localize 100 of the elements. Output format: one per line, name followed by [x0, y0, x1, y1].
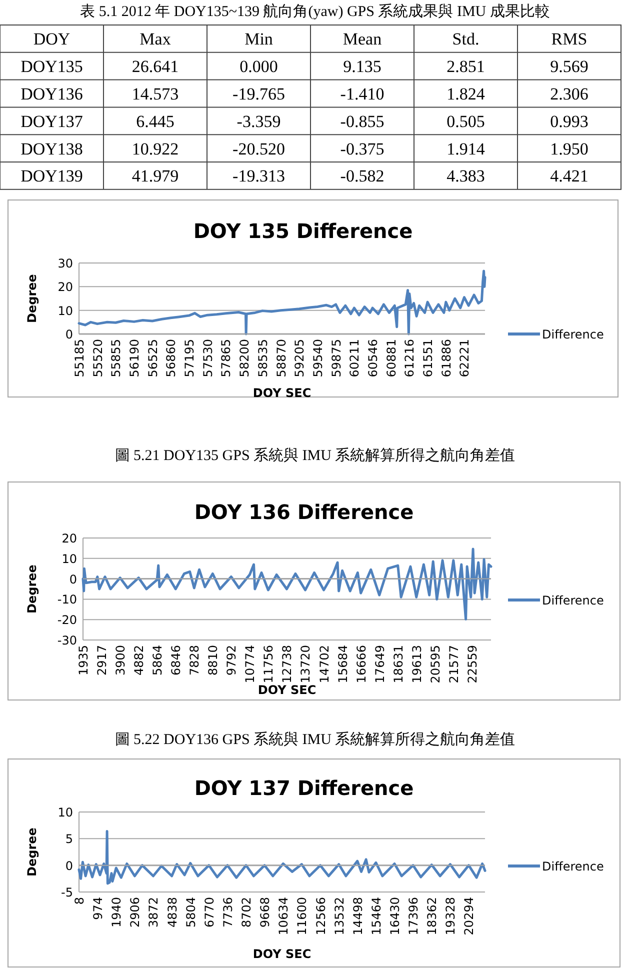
y-tick-label: 30 [58, 256, 73, 270]
x-tick-label: 61886 [439, 339, 454, 378]
x-tick-label: 12738 [280, 645, 294, 684]
x-tick-label: 1940 [110, 897, 124, 928]
x-tick-label: 60881 [384, 339, 398, 378]
x-tick-label: 57195 [182, 339, 197, 378]
caption: 圖 5.21 DOY135 GPS 系統與 IMU 系統解算所得之航向角差值 [114, 447, 516, 464]
x-tick-label: 16430 [388, 897, 402, 936]
x-tick-label: 58870 [274, 339, 288, 378]
x-tick-label: 5864 [150, 645, 165, 676]
x-tick-label: 974 [91, 897, 106, 920]
x-tick-label: 3900 [114, 645, 128, 676]
x-tick-label: 20595 [428, 645, 442, 684]
y-tick-label: 20 [58, 280, 73, 294]
y-tick-label: 10 [62, 552, 77, 566]
text: 1.950 [550, 139, 588, 158]
x-tick-label: 62221 [458, 339, 472, 378]
caption: 圖 5.22 DOY136 GPS 系統與 IMU 系統解算所得之航向角差值 [114, 731, 516, 748]
x-tick-label: 57530 [200, 339, 215, 378]
x-tick-label: 20294 [462, 897, 476, 936]
text: 6.445 [136, 112, 174, 131]
x-tick-label: 1935 [76, 645, 90, 676]
text: DOY138 [20, 139, 83, 158]
y-tick-label: 10 [58, 304, 73, 318]
x-tick-label: 60211 [348, 339, 362, 378]
category-label: Mean [342, 30, 382, 49]
line-series [78, 830, 486, 885]
x-tick-label: 55855 [109, 339, 124, 378]
x-tick-label: 11600 [295, 897, 310, 936]
x-tick-label: 56525 [146, 339, 160, 378]
x-tick-label: 59205 [292, 339, 307, 378]
y-tick-label: -5 [61, 886, 73, 900]
y-axis-title: Degree [25, 828, 39, 876]
text: 41.979 [132, 166, 179, 186]
x-tick-label: 6846 [169, 645, 184, 676]
y-axis-title: Degree [25, 274, 39, 323]
category-label: Max [140, 30, 172, 49]
x-tick-label: 14702 [317, 645, 332, 684]
x-tick-label: 13532 [332, 897, 346, 936]
x-tick-label: 56860 [164, 339, 178, 378]
text: 10.922 [132, 139, 179, 158]
text: -1.410 [340, 84, 384, 104]
x-tick-label: 8702 [240, 897, 254, 928]
y-axis-title: Degree [25, 564, 39, 614]
text: -20.520 [232, 139, 285, 158]
text: 9.569 [550, 57, 588, 76]
text: 1.914 [446, 139, 485, 158]
x-tick-label: 12566 [314, 897, 328, 936]
text: 1.824 [446, 84, 485, 104]
text: -3.359 [236, 112, 281, 131]
text: 26.641 [132, 57, 179, 76]
x-tick-label: 22559 [465, 645, 480, 684]
x-axis-title: DOY SEC [252, 386, 312, 400]
x-tick-label: 55185 [72, 339, 86, 378]
y-tick-label: 0 [65, 328, 73, 342]
x-tick-label: 21577 [446, 645, 461, 684]
text: 2.851 [446, 57, 485, 76]
text: 4.383 [446, 166, 485, 186]
x-tick-label: 3872 [146, 897, 161, 928]
text: 0.000 [240, 57, 278, 76]
y-tick-label: 0 [65, 858, 73, 873]
x-tick-label: 55520 [90, 339, 105, 378]
text: -0.375 [340, 139, 384, 158]
x-tick-label: 60546 [366, 339, 380, 378]
x-tick-label: 19328 [444, 897, 458, 936]
category-label: Std. [452, 30, 480, 49]
legend-label: Difference [542, 860, 604, 874]
x-tick-label: 61216 [402, 339, 417, 378]
text: 4.421 [550, 166, 588, 186]
x-tick-label: 15464 [369, 897, 384, 936]
category-label: RMS [551, 30, 588, 49]
text: 14.573 [132, 84, 179, 104]
x-tick-label: 8810 [206, 645, 220, 676]
x-tick-label: 5804 [184, 897, 198, 928]
text: -19.313 [232, 166, 285, 186]
text: DOY136 [20, 84, 83, 104]
x-tick-label: 17396 [406, 897, 421, 936]
x-tick-label: 58200 [238, 339, 252, 378]
x-tick-label: 4838 [165, 897, 180, 928]
text: -0.582 [340, 166, 384, 186]
x-tick-label: 16666 [354, 645, 368, 684]
x-tick-label: 2906 [128, 897, 142, 928]
x-tick-label: 7736 [220, 897, 235, 928]
x-tick-label: 18362 [425, 897, 440, 936]
legend-label: Difference [542, 328, 604, 342]
x-tick-label: 10634 [276, 897, 291, 936]
x-tick-label: 6770 [202, 897, 216, 928]
text: 0.993 [550, 112, 588, 131]
x-tick-label: 17649 [372, 645, 387, 684]
x-tick-label: 10774 [243, 645, 258, 684]
chart-title: DOY 136 Difference [194, 500, 414, 524]
y-tick-label: 0 [69, 572, 77, 586]
legend-label: Difference [542, 594, 604, 608]
chart-title: DOY 137 Difference [194, 776, 414, 800]
chart-title: DOY 135 Difference [193, 219, 413, 243]
x-tick-label: 59540 [310, 339, 325, 378]
category-label: Min [244, 30, 274, 49]
x-tick-label: 13720 [298, 645, 313, 684]
x-tick-label: 9792 [224, 645, 239, 676]
y-tick-label: -30 [57, 634, 77, 648]
